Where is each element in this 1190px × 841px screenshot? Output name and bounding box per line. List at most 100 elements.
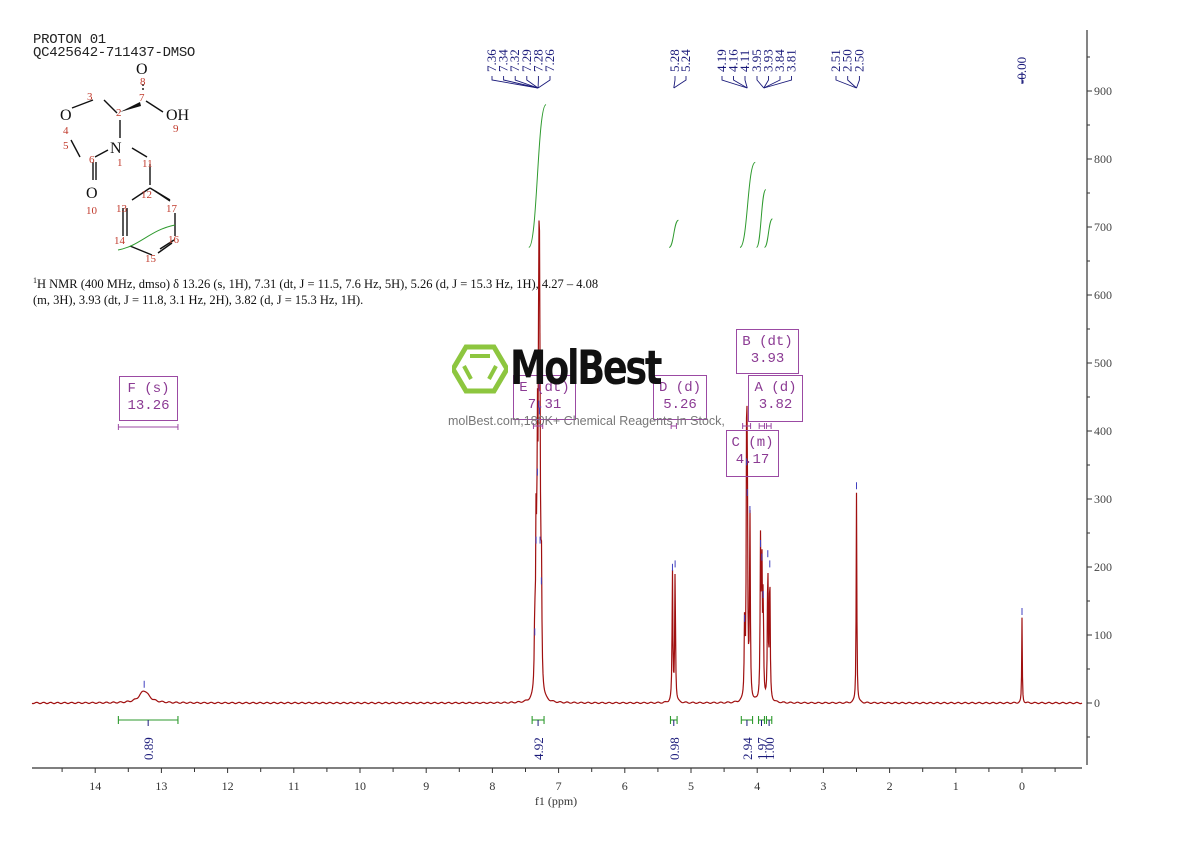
- x-tick-label: 1: [953, 779, 959, 793]
- multiplet-label: F (s): [127, 381, 170, 397]
- experiment-name: PROTON 01: [33, 32, 106, 48]
- y-tick-label: 700: [1094, 220, 1112, 234]
- peak-shift-label: 7.36: [484, 49, 499, 72]
- x-tick-label: 9: [423, 779, 429, 793]
- atom-O4: O: [60, 107, 72, 124]
- integral-curve: [756, 189, 767, 248]
- multiplet-label: C (m): [731, 435, 774, 451]
- svg-text:12: 12: [141, 189, 152, 201]
- multiplet-box-D: D (d) 5.26: [653, 375, 707, 420]
- y-tick-label: 400: [1094, 424, 1112, 438]
- svg-text:16: 16: [168, 234, 180, 246]
- atom-OH: OH: [166, 107, 190, 124]
- y-tick-label: 200: [1094, 560, 1112, 574]
- x-tick-label: 0: [1019, 779, 1025, 793]
- y-tick-label: 100: [1094, 628, 1112, 642]
- x-tick-label: 4: [754, 779, 760, 793]
- svg-text:11: 11: [142, 158, 153, 170]
- sample-id: QC425642-711437-DMSO: [33, 45, 196, 61]
- integral-value: 4.92: [531, 737, 546, 760]
- peak-shift-label: 4.19: [714, 49, 729, 72]
- x-tick-label: 13: [155, 779, 167, 793]
- peak-shift-label: 7.34: [496, 49, 511, 72]
- svg-text:1: 1: [117, 157, 123, 169]
- svg-text:3: 3: [87, 91, 93, 103]
- multiplet-shift: 3.82: [758, 397, 793, 413]
- molecule-structure: O N OH O O 3 2 7 8 9 4 5 6 1 11 10 12 13 17 14 16 1…: [60, 61, 190, 265]
- peak-shift-label: -0.00: [1014, 57, 1029, 84]
- integral-value: 1.00: [762, 737, 777, 760]
- integral-curve: [763, 218, 773, 248]
- svg-text:6: 6: [89, 154, 95, 166]
- multiplet-shift: 3.93: [750, 351, 785, 367]
- peak-shift-label: 3.93: [761, 49, 776, 72]
- x-tick-label: 14: [89, 779, 101, 793]
- integral-overlay-curve: [117, 224, 176, 251]
- bond: [71, 99, 94, 109]
- integral-value: 2.94: [740, 737, 755, 760]
- x-tick-label: 12: [222, 779, 234, 793]
- y-tick-label: 0: [1094, 696, 1100, 710]
- peak-shift-label: 2.50: [840, 49, 855, 72]
- multiplet-box-C: C (m) 4.17: [726, 430, 779, 477]
- svg-text:17: 17: [166, 203, 178, 215]
- x-tick-label: 3: [820, 779, 826, 793]
- y-tick-label: 900: [1094, 84, 1112, 98]
- watermark-tagline: molBest.com,180K+ Chemical Reagents In S…: [448, 414, 725, 428]
- y-tick-label: 600: [1094, 288, 1112, 302]
- multiplet-label: D (d): [658, 380, 701, 396]
- svg-text:14: 14: [114, 235, 126, 247]
- multiplet-shift: 4.17: [735, 452, 770, 468]
- atom-N1: N: [110, 140, 122, 157]
- atom-O10: O: [86, 185, 98, 202]
- integral-curve: [668, 219, 679, 248]
- x-tick-label: 2: [887, 779, 893, 793]
- peak-shift-label: 7.26: [542, 49, 557, 72]
- peak-shift-label: 7.32: [507, 49, 522, 72]
- nmr-summary-body: H NMR (400 MHz, dmso) δ 13.26 (s, 1H), 7…: [33, 277, 599, 308]
- multiplet-box-B: B (dt) 3.93: [736, 329, 799, 374]
- x-tick-label: 5: [688, 779, 694, 793]
- svg-text:8: 8: [140, 76, 146, 88]
- watermark-brand: MolBest: [510, 341, 662, 396]
- nmr-summary-text: 1H NMR (400 MHz, dmso) δ 13.26 (s, 1H), …: [33, 273, 613, 308]
- svg-text:10: 10: [86, 205, 98, 217]
- x-tick-label: 11: [288, 779, 300, 793]
- multiplet-label: B (dt): [742, 334, 793, 350]
- integral-value: 1.97: [755, 737, 770, 760]
- peak-shift-label: 3.95: [749, 49, 764, 72]
- isotope-superscript: 1: [33, 276, 37, 285]
- x-tick-label: 8: [489, 779, 495, 793]
- molbest-logo-icon: [452, 344, 508, 394]
- svg-text:15: 15: [145, 253, 157, 265]
- peak-shift-label: 3.84: [772, 49, 787, 72]
- svg-text:9: 9: [173, 123, 179, 135]
- spectrum-trace: [31, 220, 1083, 705]
- multiplet-label: E (dt): [519, 380, 570, 396]
- integral-curve: [739, 161, 756, 248]
- x-tick-label: 6: [622, 779, 628, 793]
- x-tick-label: 10: [354, 779, 366, 793]
- multiplet-shift: 13.26: [127, 398, 170, 414]
- svg-text:5: 5: [63, 140, 69, 152]
- peak-shift-label: 7.28: [530, 49, 545, 72]
- peak-shift-label: 5.28: [667, 49, 682, 72]
- wedge-bond: [120, 102, 141, 112]
- svg-text:2: 2: [116, 107, 122, 119]
- x-tick-label: 7: [556, 779, 562, 793]
- multiplet-box-F: F (s) 13.26: [119, 376, 178, 421]
- peak-shift-label: 7.29: [519, 49, 534, 72]
- x-axis-label: f1 (ppm): [535, 794, 577, 808]
- multiplet-box-A: A (d) 3.82: [748, 375, 803, 422]
- multiplet-label: A (d): [754, 380, 797, 396]
- integral-value: 0.98: [667, 737, 682, 760]
- peak-shift-label: 4.16: [726, 49, 741, 72]
- svg-text:13: 13: [116, 203, 128, 215]
- peak-shift-label: 5.24: [678, 49, 693, 72]
- peak-shift-label: 2.50: [851, 49, 866, 72]
- peak-shift-label: 3.81: [784, 49, 799, 72]
- peak-shift-label: 2.51: [828, 49, 843, 72]
- y-tick-label: 500: [1094, 356, 1112, 370]
